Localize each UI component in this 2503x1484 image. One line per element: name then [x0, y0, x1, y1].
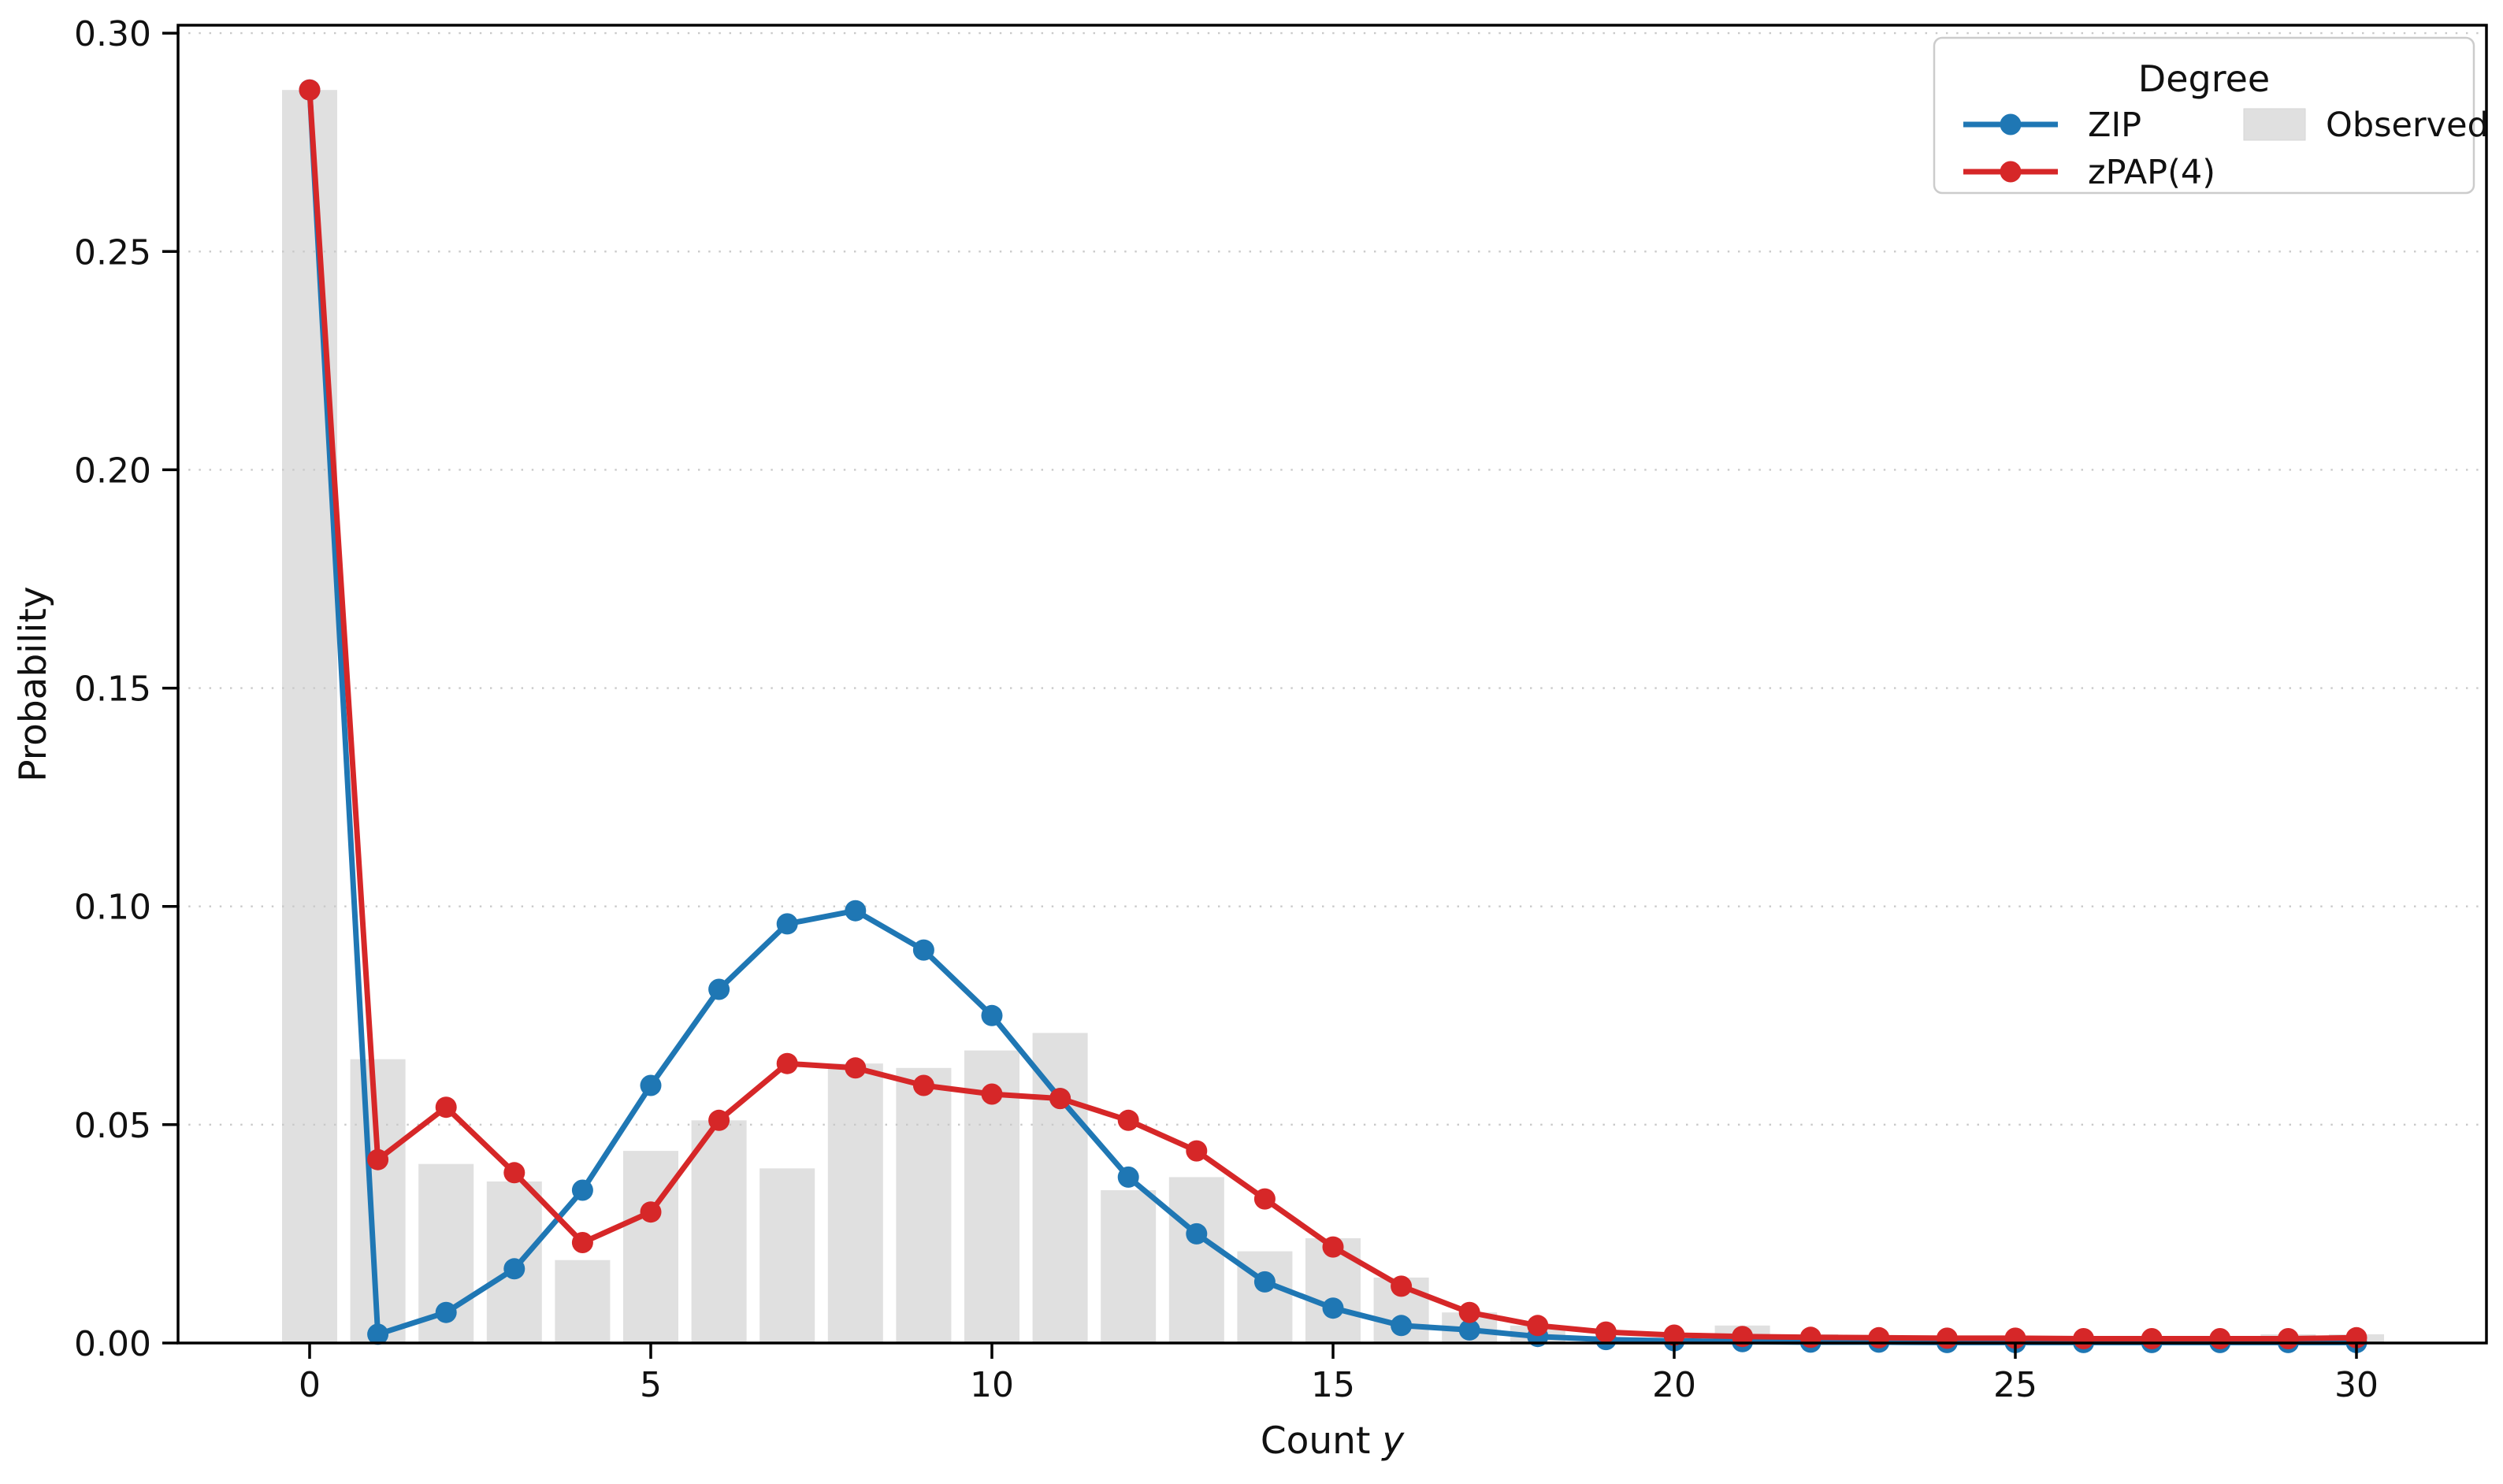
zip-marker — [776, 913, 798, 935]
zip-marker — [708, 978, 730, 1000]
y-tick-label: 0.25 — [74, 232, 151, 273]
observed-bar — [1101, 1190, 1157, 1343]
x-tick-label: 10 — [970, 1365, 1014, 1405]
ticks-group: 0 5 10 15 20 25 30 0.00 0.05 0.10 0.15 0.20 0.25 0.30 — [74, 14, 2379, 1405]
zpap-marker — [2141, 1328, 2163, 1349]
zip-marker — [1458, 1319, 1480, 1341]
zpap-legend-marker — [2000, 161, 2022, 183]
zpap-marker — [1527, 1315, 1549, 1337]
zip-marker — [981, 1004, 1003, 1026]
legend-title: Degree — [2138, 58, 2270, 100]
observed-bar — [623, 1151, 678, 1343]
zip-marker — [1322, 1297, 1344, 1319]
zpap-marker — [1322, 1236, 1344, 1258]
zpap-marker — [1049, 1088, 1071, 1110]
zpap-marker — [503, 1162, 525, 1184]
legend-label-zpap: zPAP(4) — [2088, 153, 2215, 192]
zip-marker — [912, 939, 934, 961]
legend-label-observed: Observed — [2326, 106, 2489, 145]
zip-marker — [1186, 1222, 1208, 1245]
x-tick-label: 20 — [1652, 1365, 1696, 1405]
y-axis-label: Probability — [12, 586, 55, 781]
zpap-marker — [2277, 1328, 2299, 1349]
zip-marker — [1391, 1315, 1413, 1337]
zpap-marker — [1253, 1188, 1276, 1210]
zpap-series — [299, 79, 2367, 1349]
legend-label-zip: ZIP — [2088, 106, 2141, 145]
legend-item-zip: ZIP — [1963, 106, 2141, 145]
zpap-marker — [1391, 1275, 1413, 1297]
x-axis-label: Count y — [1261, 1419, 1406, 1463]
zpap-marker — [299, 79, 321, 101]
observed-bar — [1168, 1177, 1224, 1343]
legend-item-observed: Observed — [2243, 106, 2489, 145]
zpap-marker — [435, 1096, 457, 1119]
legend-box — [1933, 36, 2475, 195]
y-tick-label: 0.05 — [74, 1106, 151, 1146]
zpap-marker — [1186, 1140, 1208, 1162]
observed-bar — [282, 90, 337, 1344]
y-tick-label: 0.15 — [74, 670, 151, 710]
observed-bar — [896, 1067, 952, 1343]
zpap-marker — [1936, 1327, 1958, 1349]
zpap-marker — [1117, 1109, 1139, 1131]
zpap-marker — [708, 1109, 730, 1131]
zip-marker — [1117, 1166, 1139, 1188]
y-tick-label: 0.30 — [74, 14, 151, 54]
y-tick-label: 0.00 — [74, 1324, 151, 1364]
observed-bar — [555, 1260, 611, 1343]
x-tick-label: 30 — [2334, 1365, 2379, 1405]
observed-legend-patch — [2243, 108, 2306, 141]
zip-marker — [845, 900, 867, 922]
zpap-marker — [1458, 1301, 1480, 1323]
zpap-marker — [912, 1074, 934, 1096]
zpap-marker — [367, 1148, 389, 1171]
zpap-marker — [1663, 1324, 1685, 1346]
zpap-marker — [2073, 1328, 2095, 1349]
zip-legend-marker — [2000, 113, 2022, 135]
x-tick-label: 5 — [640, 1365, 662, 1405]
zip-marker — [503, 1258, 525, 1280]
zpap-marker — [2209, 1328, 2231, 1349]
zpap-marker — [845, 1057, 867, 1079]
zpap-marker — [776, 1052, 798, 1074]
x-tick-label: 25 — [1993, 1365, 2037, 1405]
y-tick-label: 0.10 — [74, 888, 151, 928]
y-tick-label: 0.20 — [74, 451, 151, 491]
zpap-marker — [1595, 1321, 1617, 1343]
x-tick-label: 0 — [299, 1365, 321, 1405]
zpap-marker — [1799, 1326, 1822, 1349]
zpap-marker — [981, 1083, 1003, 1105]
legend: Degree ZIP zPAP(4) Observed — [1933, 36, 2489, 195]
observed-bar — [827, 1063, 883, 1343]
observed-bar — [759, 1168, 815, 1343]
zip-marker — [640, 1074, 662, 1096]
zip-marker — [571, 1179, 593, 1201]
observed-bars-group — [282, 90, 2384, 1344]
zip-marker — [435, 1301, 457, 1323]
observed-bar — [1032, 1033, 1088, 1343]
zpap-marker — [640, 1201, 662, 1223]
x-tick-label: 15 — [1311, 1365, 1355, 1405]
zpap-marker — [571, 1232, 593, 1253]
zip-marker — [367, 1323, 389, 1345]
legend-item-zpap: zPAP(4) — [1963, 153, 2215, 192]
zip-marker — [1253, 1271, 1276, 1293]
observed-bar — [691, 1120, 747, 1343]
zpap-marker — [1868, 1326, 1890, 1349]
